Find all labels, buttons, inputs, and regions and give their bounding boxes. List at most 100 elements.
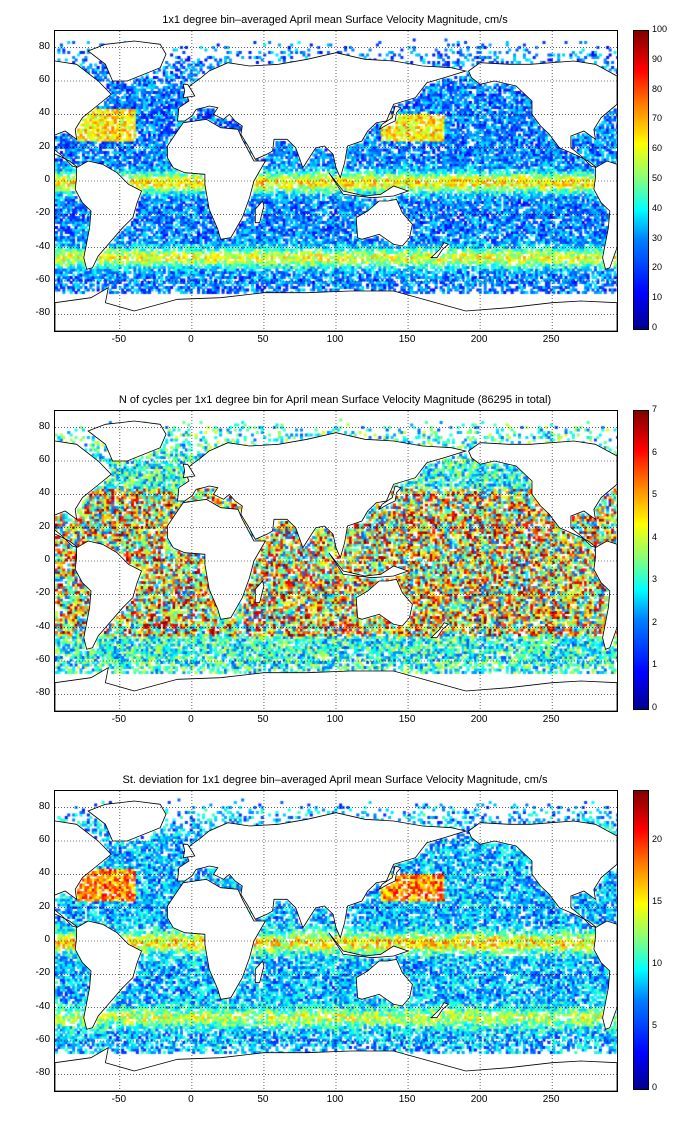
panel-title: N of cycles per 1x1 degree bin for April… <box>118 394 552 406</box>
x-tick-label: 100 <box>326 714 344 725</box>
coastline-australia <box>355 958 413 1007</box>
coastline-eurasia <box>177 812 468 939</box>
colorbar-tick-label: 0 <box>652 322 658 332</box>
x-tick-label: -50 <box>111 334 127 345</box>
y-tick-label: -40 <box>35 620 50 632</box>
coastline-indonesia <box>328 932 410 959</box>
map-plot-area <box>54 410 618 712</box>
coastline-new-zealand <box>430 1002 450 1019</box>
coastline-south-america-east <box>593 920 617 1030</box>
y-tick-label: 20 <box>38 140 50 152</box>
x-tick-label: 100 <box>326 334 344 345</box>
x-tick-label: 250 <box>542 714 560 725</box>
map-svg <box>55 31 617 331</box>
y-tick-label: 40 <box>38 487 50 499</box>
y-tick-label: 80 <box>38 40 50 52</box>
x-tick-label: 150 <box>398 1094 416 1105</box>
x-tick-label: 200 <box>470 1094 488 1105</box>
colorbar-tick-label: 20 <box>652 262 663 273</box>
map-svg <box>55 791 617 1091</box>
y-tick-label: 80 <box>38 800 50 812</box>
y-tick-label: -60 <box>35 274 50 285</box>
x-tick-label: 100 <box>326 1094 344 1105</box>
map-plot-area <box>54 790 618 1092</box>
colorbar-tick-label: 10 <box>652 957 663 968</box>
x-tick-label: 0 <box>188 334 194 345</box>
y-tick-label: -20 <box>35 207 50 219</box>
colorbar-tick-label: 5 <box>652 1019 658 1030</box>
map-plot-area <box>54 30 618 332</box>
coastline-eurasia <box>177 52 468 179</box>
coastline-new-zealand <box>430 242 450 259</box>
colorbar-tick-label: 1 <box>652 659 658 670</box>
coastline-greenland <box>87 40 167 82</box>
x-tick-label: 250 <box>542 1094 560 1105</box>
colorbar-tick-label: 70 <box>652 113 663 124</box>
coastline-japan <box>378 105 402 131</box>
coastline-madagascar <box>254 200 265 224</box>
standard-deviation-panel: St. deviation for 1x1 degree bin–average… <box>0 760 696 1140</box>
colorbar-tick-label: 4 <box>652 531 658 542</box>
coastline-north-america <box>55 440 112 549</box>
x-tick-label: 50 <box>257 714 269 725</box>
coastline-greenland <box>87 420 167 462</box>
y-tick-label: -60 <box>35 1034 50 1045</box>
colorbar-tick-label: 2 <box>652 616 658 627</box>
x-tick-label: 150 <box>398 334 416 345</box>
colorbar-tick-label: 20 <box>652 833 663 844</box>
coastline-japan <box>378 485 402 511</box>
coastline-madagascar <box>254 960 265 984</box>
colorbar-tick-label: 5 <box>652 489 658 500</box>
colorbar-tick-label: 80 <box>652 83 663 94</box>
y-tick-label: 80 <box>38 420 50 432</box>
x-tick-label: -50 <box>111 1094 127 1105</box>
y-tick-label: -80 <box>35 1067 50 1079</box>
y-tick-label: -60 <box>35 654 50 665</box>
colorbar <box>633 790 649 1090</box>
coastline-africa <box>167 498 267 620</box>
coastline-indonesia <box>328 552 410 579</box>
panel-title: St. deviation for 1x1 degree bin–average… <box>122 774 548 786</box>
colorbar-tick-label: 50 <box>652 173 663 183</box>
y-tick-label: -40 <box>35 1000 50 1012</box>
coastline-south-america <box>74 160 142 270</box>
y-tick-label: -20 <box>35 587 50 599</box>
coastline-japan <box>378 865 402 891</box>
y-tick-label: 40 <box>38 107 50 119</box>
x-tick-label: -50 <box>111 714 127 725</box>
coastline-antarctica <box>55 1046 617 1091</box>
colorbar-tick-label: 10 <box>652 292 663 303</box>
coastline-australia <box>355 578 413 627</box>
coastline-south-america-east <box>593 540 617 650</box>
x-tick-label: 0 <box>188 714 194 725</box>
colorbar-tick-label: 3 <box>652 574 658 585</box>
colorbar-tick-label: 15 <box>652 895 663 906</box>
colorbar-tick-label: 100 <box>652 24 668 34</box>
colorbar-tick-label: 6 <box>652 446 658 457</box>
x-tick-label: 0 <box>188 1094 194 1105</box>
coastline-south-america <box>74 920 142 1030</box>
y-tick-label: -20 <box>35 967 50 979</box>
y-tick-label: 40 <box>38 867 50 879</box>
x-tick-label: 200 <box>470 334 488 345</box>
cycle-count-panel: N of cycles per 1x1 degree bin for April… <box>0 380 696 760</box>
coastline-greenland <box>87 800 167 842</box>
colorbar-tick-label: 0 <box>652 702 658 712</box>
coastline-australia <box>355 198 413 247</box>
y-tick-label: 60 <box>38 834 50 845</box>
y-tick-label: 0 <box>44 934 50 945</box>
colorbar-tick-label: 60 <box>652 143 663 154</box>
x-tick-label: 50 <box>257 1094 269 1105</box>
velocity-magnitude-panel: 1x1 degree bin–averaged April mean Surfa… <box>0 0 696 380</box>
y-tick-label: -80 <box>35 307 50 319</box>
coastline-indonesia <box>328 172 410 199</box>
x-tick-label: 50 <box>257 334 269 345</box>
colorbar-tick-label: 90 <box>652 53 663 64</box>
colorbar <box>633 30 649 330</box>
coastline-madagascar <box>254 580 265 604</box>
coastline-north-america <box>55 60 112 169</box>
y-tick-label: 0 <box>44 554 50 565</box>
coastline-africa <box>167 878 267 1000</box>
coastline-antarctica <box>55 286 617 331</box>
panel-title: 1x1 degree bin–averaged April mean Surfa… <box>162 14 508 26</box>
